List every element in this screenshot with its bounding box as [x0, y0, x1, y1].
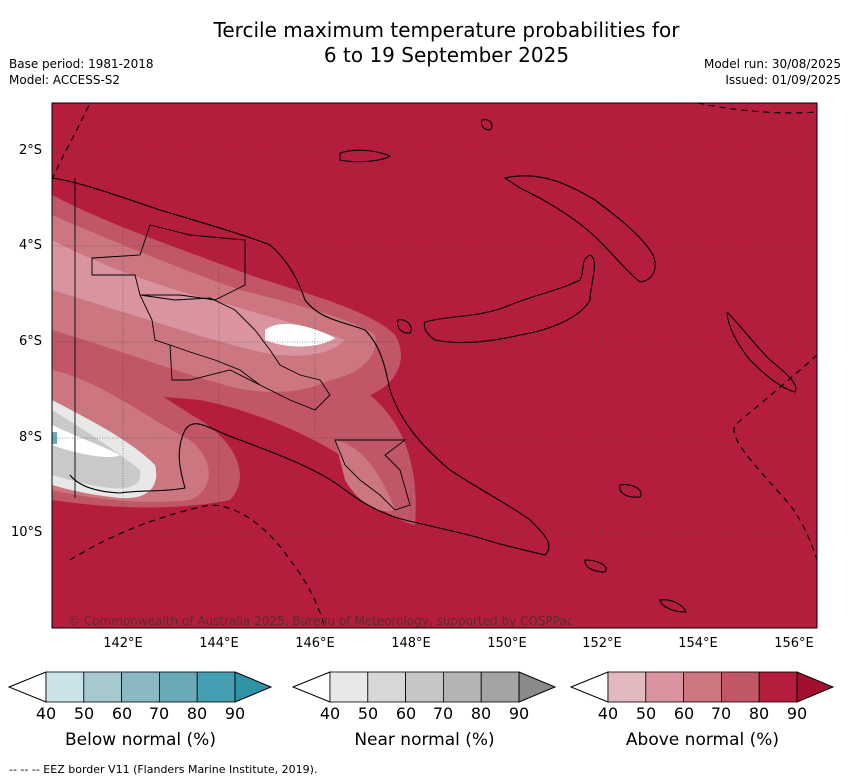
- issued-date: Issued: 01/09/2025: [725, 73, 841, 87]
- coast-manus: [339, 149, 392, 163]
- coast-new-ireland: [503, 175, 656, 283]
- colorbar-segment: [442, 671, 482, 703]
- lat-tick-10s: 10°S: [11, 525, 43, 540]
- colorbar-segment: [607, 671, 647, 703]
- shade-white-1: [265, 323, 335, 347]
- cb-tick: 80: [748, 704, 770, 723]
- colorbar-below-normal: [8, 671, 273, 703]
- colorbar-segment: [196, 671, 236, 703]
- lon-tick-146e: 146°E: [295, 636, 335, 651]
- eez-borders: [52, 103, 817, 628]
- eez-border-4: [733, 354, 817, 561]
- colorbar-high-extend: [796, 671, 835, 703]
- eez-border-2: [69, 504, 326, 628]
- cb-tick: 50: [357, 704, 379, 723]
- lat-tick-8s: 8°S: [19, 430, 43, 445]
- cb-tick: 80: [186, 704, 208, 723]
- meta-right: Model run: 30/08/2025 Issued: 01/09/2025: [704, 56, 841, 88]
- colorbar-above-normal: [570, 671, 835, 703]
- border-western: [169, 344, 261, 386]
- coast-island-5: [584, 559, 607, 573]
- coast-island-4: [659, 599, 687, 613]
- model-run: Model run: 30/08/2025: [703, 57, 841, 71]
- colorbar-label-above: Above normal (%): [625, 730, 780, 750]
- cb-tick: 50: [635, 704, 657, 723]
- eez-footnote: -- -- -- EEZ border V11 (Flanders Marine…: [9, 763, 318, 776]
- cb-tick: 70: [710, 704, 732, 723]
- base-period: Base period: 1981-2018: [9, 57, 154, 71]
- colorbar-segment: [158, 671, 198, 703]
- title-line-1: Tercile maximum temperature probabilitie…: [213, 18, 680, 42]
- colorbar-ticks-below: 40 50 60 70 80 90: [8, 704, 273, 724]
- copyright-credit: © Commonwealth of Australia 2025, Bureau…: [68, 614, 574, 628]
- province-borders: [74, 178, 411, 511]
- border-highlands: [139, 294, 331, 411]
- lon-tick-144e: 144°E: [199, 636, 239, 651]
- cb-tick: 90: [224, 704, 246, 723]
- colorbar-high-extend: [234, 671, 273, 703]
- colorbar-segment: [367, 671, 407, 703]
- coastlines: [52, 119, 797, 613]
- colorbar-segment: [83, 671, 123, 703]
- map-title: Tercile maximum temperature probabilitie…: [0, 18, 850, 68]
- colorbar-ticks-above: 40 50 60 70 80 90: [570, 704, 835, 724]
- coast-island-2: [397, 319, 412, 334]
- coast-new-britain: [423, 254, 595, 343]
- colorbar-segment: [405, 671, 444, 703]
- cb-tick: 50: [73, 704, 95, 723]
- eez-border-3: [697, 103, 817, 114]
- colorbar-segment: [645, 671, 685, 703]
- lat-tick-6s: 6°S: [19, 334, 43, 349]
- lat-tick-4s: 4°S: [19, 238, 43, 253]
- colorbar-low-extend: [8, 671, 47, 703]
- colorbar-low-extend: [570, 671, 609, 703]
- border-central: [334, 439, 411, 511]
- colorbar-label-below: Below normal (%): [65, 730, 216, 750]
- coast-new-guinea: [52, 177, 550, 556]
- coast-island-1: [480, 119, 493, 131]
- eez-border-1: [52, 103, 91, 181]
- cb-tick: 70: [148, 704, 170, 723]
- cb-tick: 40: [319, 704, 341, 723]
- cb-tick: 40: [597, 704, 619, 723]
- cb-tick: 70: [432, 704, 454, 723]
- cb-tick: 60: [673, 704, 695, 723]
- coast-bougainville: [726, 311, 797, 393]
- shade-above-60c: [335, 440, 395, 512]
- colorbar-segment: [329, 671, 369, 703]
- model-name: Model: ACCESS-S2: [9, 73, 121, 87]
- cb-tick: 90: [508, 704, 530, 723]
- lon-tick-142e: 142°E: [103, 636, 143, 651]
- cb-tick: 90: [786, 704, 808, 723]
- cb-tick: 80: [470, 704, 492, 723]
- colorbar-near-normal: [292, 671, 557, 703]
- meta-left: Base period: 1981-2018 Model: ACCESS-S2: [9, 56, 154, 88]
- cb-tick: 60: [395, 704, 417, 723]
- map-frame: [51, 102, 818, 629]
- colorbar-label-near: Near normal (%): [354, 730, 495, 750]
- cb-tick: 40: [35, 704, 57, 723]
- lon-tick-152e: 152°E: [582, 636, 622, 651]
- colorbar-high-extend: [518, 671, 557, 703]
- border-sandaun: [91, 224, 246, 301]
- lon-tick-150e: 150°E: [487, 636, 527, 651]
- colorbar-segment: [720, 671, 760, 703]
- shade-white-2: [52, 425, 120, 457]
- colorbar-segment: [45, 671, 85, 703]
- coast-island-3: [619, 484, 642, 498]
- lon-tick-148e: 148°E: [391, 636, 431, 651]
- title-line-2: 6 to 19 September 2025: [323, 43, 570, 67]
- gridlines: [52, 103, 817, 628]
- lon-tick-154e: 154°E: [678, 636, 718, 651]
- colorbar-ticks-near: 40 50 60 70 80 90: [292, 704, 557, 724]
- colorbar-segment: [480, 671, 520, 703]
- lon-tick-156e: 156°E: [774, 636, 814, 651]
- colorbar-segment: [121, 671, 160, 703]
- cb-tick: 60: [111, 704, 133, 723]
- colorbar-low-extend: [292, 671, 331, 703]
- colorbar-segment: [683, 671, 722, 703]
- colorbar-segment: [758, 671, 798, 703]
- lat-tick-2s: 2°S: [19, 143, 43, 158]
